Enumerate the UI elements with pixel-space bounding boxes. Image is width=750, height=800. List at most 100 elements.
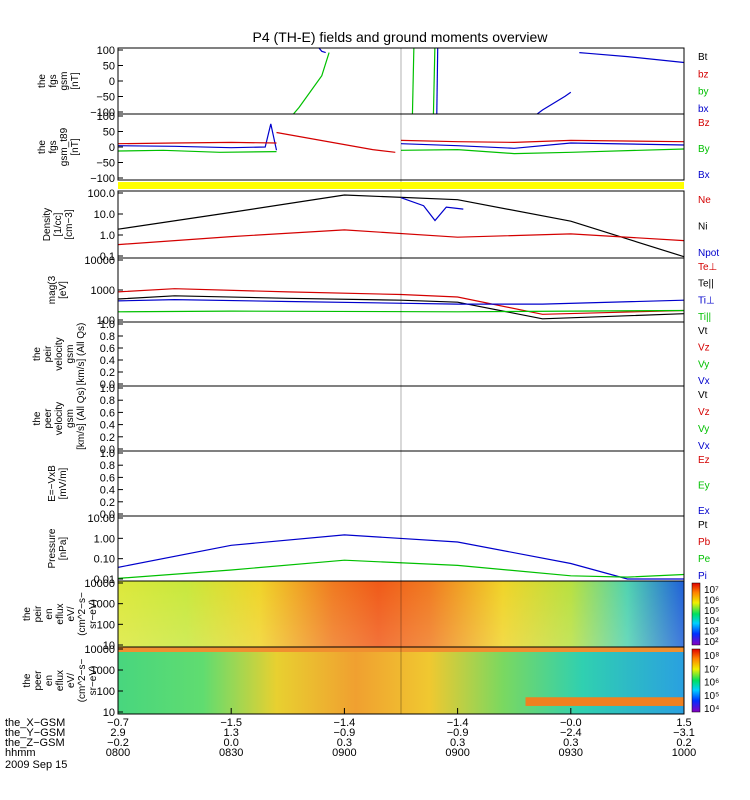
colorbar-label: 10⁷ bbox=[704, 585, 719, 596]
y-axis-label: velocity bbox=[54, 337, 65, 370]
series-line-3 bbox=[536, 91, 572, 114]
y-axis-label: en bbox=[44, 675, 55, 686]
panel-10: 10000 1000 100 10 the peer en eflux eV/(cm^2−s− s… bbox=[22, 644, 719, 719]
y-tick-label: 0.2 bbox=[100, 432, 115, 444]
series-line-4 bbox=[579, 52, 684, 64]
y-tick-label: 0.2 bbox=[100, 367, 115, 379]
y-axis-label: [km/s] (All Qs) bbox=[76, 323, 87, 386]
y-axis-label: gsm_t89 bbox=[59, 127, 70, 166]
y-axis-label: en bbox=[44, 608, 55, 619]
y-axis-label: the bbox=[32, 347, 43, 361]
x-row-value: −1.5 bbox=[220, 717, 242, 729]
colorbar-label: 10³ bbox=[704, 627, 719, 638]
legend-Bz: Bz bbox=[698, 118, 710, 129]
legend-by: by bbox=[698, 87, 709, 98]
y-axis-label: sr−eV) bbox=[88, 599, 99, 629]
y-tick-label: 0.6 bbox=[100, 472, 115, 484]
x-row-label: the_Y−GSM bbox=[5, 727, 65, 739]
colorbar-label: 10² bbox=[704, 637, 719, 648]
y-axis-label: peir bbox=[33, 605, 44, 622]
y-axis-label: [km/s] (All Qs) bbox=[76, 387, 87, 450]
y-tick-label: 10 bbox=[103, 640, 115, 652]
series-line-1 bbox=[118, 534, 684, 580]
x-row-value: 0.3 bbox=[563, 737, 578, 749]
x-row-value: −0.9 bbox=[447, 727, 469, 739]
y-axis-label: [mV/m] bbox=[58, 467, 69, 499]
colorbar-label: 10⁵ bbox=[704, 691, 719, 702]
y-tick-label: 0.6 bbox=[100, 407, 115, 419]
y-tick-label: 0.8 bbox=[100, 460, 115, 472]
y-axis-label: peir bbox=[43, 345, 54, 362]
legend-Bt: Bt bbox=[698, 52, 708, 63]
y-axis-label: (cm^2−s− bbox=[77, 592, 88, 636]
x-row-value: 0830 bbox=[219, 747, 243, 759]
y-tick-label: 1000 bbox=[91, 285, 115, 297]
y-tick-label: 0 bbox=[109, 76, 115, 88]
y-axis-label: mag(3 bbox=[47, 275, 58, 304]
y-tick-label: 10 bbox=[103, 707, 115, 719]
x-row-value: 0.0 bbox=[224, 737, 239, 749]
y-axis-label: eflux bbox=[55, 670, 66, 691]
x-row-value: −0.9 bbox=[334, 727, 356, 739]
y-tick-label: 1.0 bbox=[100, 448, 115, 460]
legend-Ex: Ex bbox=[698, 506, 710, 517]
series-line-7 bbox=[400, 148, 684, 155]
legend-Ti⊥: Ti⊥ bbox=[698, 295, 715, 306]
panel-9: 10000 1000 100 10 the peir en eflux eV/(cm^2−s− s… bbox=[22, 578, 719, 652]
y-tick-label: 100.0 bbox=[87, 188, 115, 200]
colorbar-label: 10⁸ bbox=[704, 651, 719, 662]
colorbar-label: 10⁵ bbox=[704, 606, 719, 617]
colorbar bbox=[691, 648, 701, 713]
colorbar-label: 10⁴ bbox=[704, 616, 719, 627]
y-tick-label: 1.00 bbox=[94, 533, 115, 545]
y-tick-label: −100 bbox=[90, 173, 115, 185]
y-axis-label: [1/cc] bbox=[53, 212, 64, 236]
x-row-value: 2.9 bbox=[110, 727, 125, 739]
x-row-value: −3.1 bbox=[673, 727, 695, 739]
y-axis-label: gsm bbox=[65, 345, 76, 364]
y-tick-label: −50 bbox=[96, 92, 115, 104]
legend-Ni: Ni bbox=[698, 222, 707, 233]
series-line-2 bbox=[436, 48, 439, 114]
y-axis-label: fgs bbox=[48, 74, 59, 87]
series-line-1 bbox=[118, 123, 278, 151]
series-line-4 bbox=[276, 131, 396, 153]
legend-bz: bz bbox=[698, 69, 709, 80]
x-row-value: 1000 bbox=[672, 747, 696, 759]
series-line-2 bbox=[118, 141, 277, 145]
legend-Vy: Vy bbox=[698, 424, 709, 435]
colorbar-label: 10⁶ bbox=[704, 595, 719, 606]
y-axis-label: eV/ bbox=[66, 673, 77, 688]
series-line-1 bbox=[318, 48, 326, 54]
y-axis-label: gsm bbox=[59, 72, 70, 91]
y-tick-label: 10000 bbox=[84, 255, 115, 267]
legend-Pi: Pi bbox=[698, 571, 707, 582]
y-tick-label: 100 bbox=[97, 619, 115, 631]
y-tick-label: 1.0 bbox=[100, 319, 115, 331]
series-line-6 bbox=[400, 139, 684, 144]
y-tick-label: 0.10 bbox=[94, 554, 115, 566]
x-row-label: hhmm bbox=[5, 747, 36, 759]
legend-Ez: Ez bbox=[698, 455, 710, 466]
y-tick-label: 10000 bbox=[84, 644, 115, 656]
x-row-value: 1.5 bbox=[676, 717, 691, 729]
legend-Ne: Ne bbox=[698, 195, 711, 206]
y-tick-label: 0.8 bbox=[100, 331, 115, 343]
colorbar-label: 10⁷ bbox=[704, 664, 719, 675]
series-line-2 bbox=[118, 559, 684, 579]
y-axis-label: the bbox=[37, 140, 48, 154]
series-line-5 bbox=[400, 142, 684, 149]
legend-Npot: Npot bbox=[698, 248, 719, 259]
x-row-label: the_X−GSM bbox=[5, 717, 65, 729]
y-axis-label: the bbox=[22, 607, 33, 621]
legend-Vt: Vt bbox=[698, 326, 708, 337]
panel-8: 10.00 1.00 0.10 0.01 Pressure [nPa] Pt Pb Pe Pi bbox=[47, 513, 711, 586]
y-tick-label: 1.0 bbox=[100, 230, 115, 242]
legend-bx: bx bbox=[698, 104, 709, 115]
y-tick-label: 0.4 bbox=[100, 355, 115, 367]
legend-Vz: Vz bbox=[698, 407, 710, 418]
legend-Vt: Vt bbox=[698, 390, 708, 401]
y-tick-label: 0.0 bbox=[100, 444, 115, 456]
y-axis-label: [cm−3] bbox=[64, 209, 75, 240]
